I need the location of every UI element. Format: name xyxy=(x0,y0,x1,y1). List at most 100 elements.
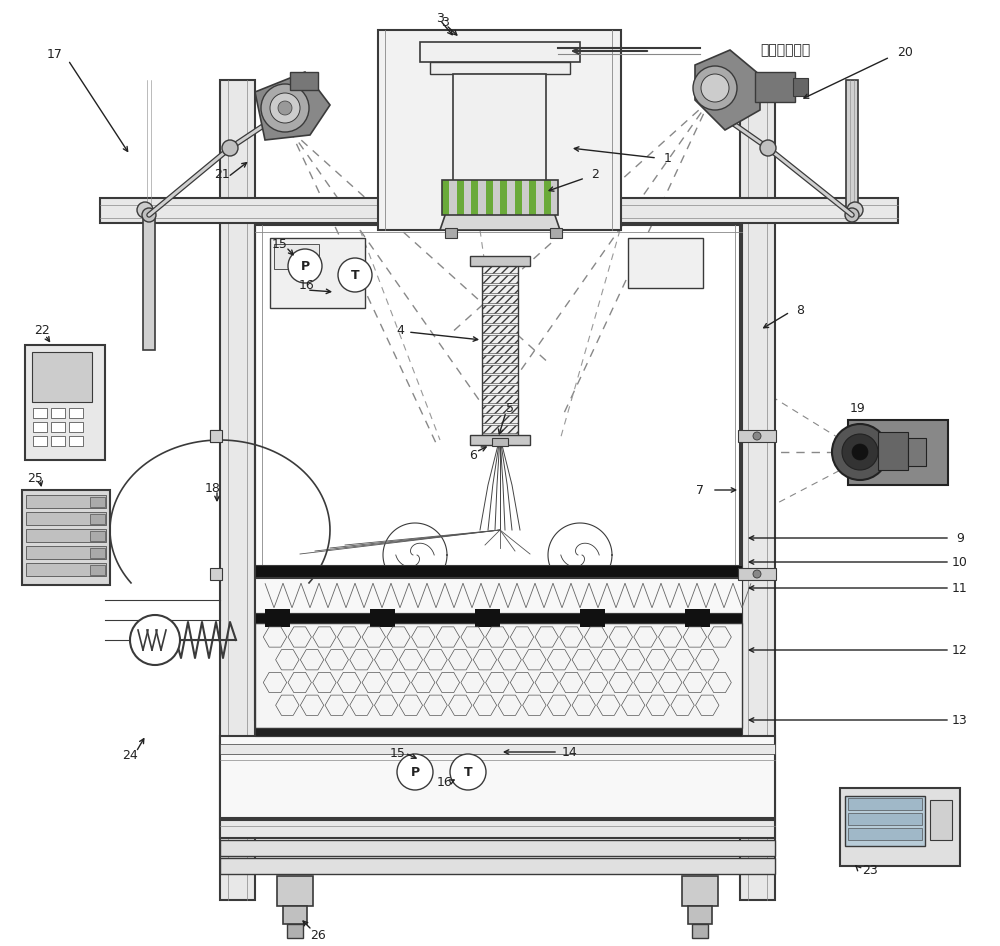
Polygon shape xyxy=(695,50,760,130)
Bar xyxy=(456,180,464,215)
Text: 21: 21 xyxy=(214,167,230,181)
Bar xyxy=(482,405,518,413)
Bar xyxy=(283,906,307,924)
Circle shape xyxy=(288,249,322,283)
Bar xyxy=(430,62,570,74)
Text: 冷却介质入口: 冷却介质入口 xyxy=(760,43,810,57)
Circle shape xyxy=(847,202,863,218)
Bar xyxy=(274,244,319,269)
Bar xyxy=(529,180,536,215)
Bar xyxy=(848,798,922,810)
Bar xyxy=(287,924,303,938)
Circle shape xyxy=(760,140,776,156)
Bar xyxy=(26,495,106,508)
Bar xyxy=(471,180,478,215)
Circle shape xyxy=(852,444,868,460)
Bar xyxy=(793,78,808,96)
Bar xyxy=(514,180,522,215)
Polygon shape xyxy=(440,195,560,230)
Bar xyxy=(482,345,518,353)
Bar xyxy=(740,80,775,900)
Text: 13: 13 xyxy=(952,713,968,727)
Circle shape xyxy=(832,424,888,480)
Text: P: P xyxy=(300,259,310,272)
Text: 14: 14 xyxy=(562,745,578,759)
Bar xyxy=(220,80,255,900)
Circle shape xyxy=(137,202,153,218)
Circle shape xyxy=(693,66,737,110)
Bar xyxy=(492,438,508,446)
Text: 19: 19 xyxy=(850,401,866,414)
Bar xyxy=(378,30,621,230)
Bar xyxy=(442,180,449,215)
Bar xyxy=(453,74,546,204)
Circle shape xyxy=(845,208,859,222)
Bar xyxy=(580,609,605,627)
Bar xyxy=(688,906,712,924)
Text: 12: 12 xyxy=(952,643,968,657)
Bar xyxy=(628,238,703,288)
Bar xyxy=(26,546,106,559)
Bar xyxy=(550,228,562,238)
Bar xyxy=(908,438,926,466)
Bar xyxy=(33,408,47,418)
Bar xyxy=(482,385,518,393)
Circle shape xyxy=(397,754,433,790)
Bar xyxy=(255,225,742,720)
Bar xyxy=(51,408,65,418)
Bar xyxy=(482,260,518,435)
Bar xyxy=(464,180,471,215)
Bar xyxy=(220,858,775,874)
Bar xyxy=(420,42,580,62)
Text: 23: 23 xyxy=(862,864,878,877)
Bar xyxy=(26,512,106,525)
Bar xyxy=(493,180,500,215)
Bar xyxy=(210,430,222,442)
Bar xyxy=(255,728,742,736)
Bar xyxy=(500,180,507,215)
Polygon shape xyxy=(255,72,330,140)
Bar xyxy=(482,375,518,383)
Bar xyxy=(90,565,105,575)
Text: 16: 16 xyxy=(299,278,315,291)
Text: 2: 2 xyxy=(591,168,599,182)
Bar xyxy=(51,422,65,432)
Bar xyxy=(482,365,518,373)
Bar xyxy=(840,788,960,866)
Bar xyxy=(210,430,220,442)
Bar xyxy=(482,325,518,333)
Bar xyxy=(270,238,365,308)
Circle shape xyxy=(142,208,156,222)
Bar xyxy=(848,813,922,825)
Bar xyxy=(442,180,558,215)
Bar xyxy=(682,876,718,906)
Circle shape xyxy=(338,258,372,292)
Text: 10: 10 xyxy=(952,555,968,569)
Bar xyxy=(51,436,65,446)
Bar xyxy=(482,335,518,343)
Text: T: T xyxy=(351,269,359,282)
Bar xyxy=(100,198,898,223)
Bar xyxy=(220,820,775,838)
Text: 16: 16 xyxy=(437,776,453,789)
Bar xyxy=(32,352,92,402)
Bar xyxy=(90,497,105,507)
Text: 9: 9 xyxy=(956,532,964,545)
Bar xyxy=(69,436,83,446)
Bar xyxy=(848,420,948,485)
Text: 1: 1 xyxy=(664,151,672,165)
Bar xyxy=(90,531,105,541)
Bar xyxy=(486,180,493,215)
Bar xyxy=(255,565,742,577)
Bar xyxy=(265,609,290,627)
Bar xyxy=(26,563,106,576)
Bar xyxy=(930,800,952,840)
Bar xyxy=(475,609,500,627)
Text: 24: 24 xyxy=(122,748,138,762)
Bar xyxy=(22,490,110,585)
Bar xyxy=(482,305,518,313)
Bar xyxy=(738,568,776,580)
Text: 22: 22 xyxy=(34,324,50,337)
Bar xyxy=(551,180,558,215)
Text: 3: 3 xyxy=(436,11,444,25)
